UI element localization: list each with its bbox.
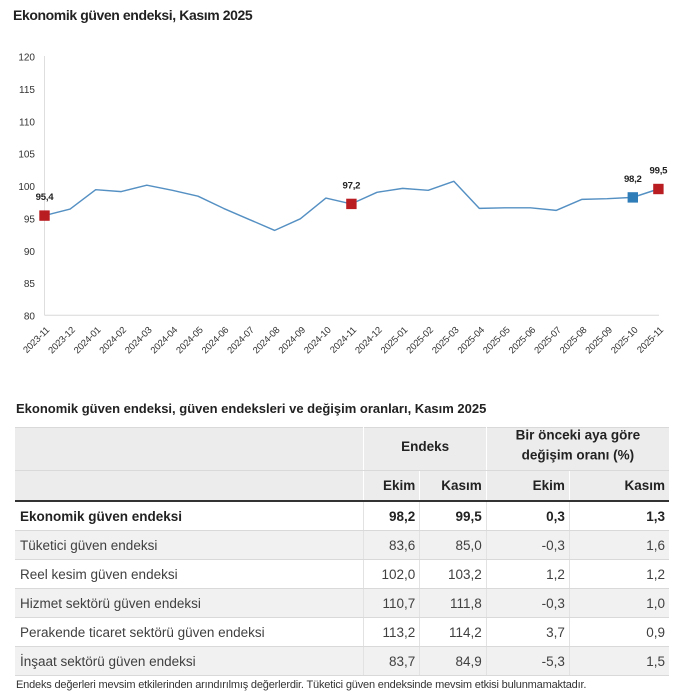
svg-text:120: 120 — [18, 53, 35, 64]
svg-text:2025-08: 2025-08 — [557, 324, 588, 355]
svg-text:2024-08: 2024-08 — [250, 324, 281, 355]
svg-text:2024-12: 2024-12 — [353, 324, 384, 355]
svg-text:105: 105 — [18, 150, 35, 161]
svg-text:2024-07: 2024-07 — [225, 324, 256, 355]
svg-text:2025-01: 2025-01 — [378, 324, 409, 355]
svg-text:2024-11: 2024-11 — [327, 324, 358, 355]
svg-text:2025-03: 2025-03 — [429, 324, 460, 355]
svg-text:115: 115 — [19, 85, 35, 96]
svg-text:2024-10: 2024-10 — [301, 324, 332, 355]
svg-text:95: 95 — [24, 215, 36, 226]
svg-text:2025-11: 2025-11 — [634, 324, 665, 355]
svg-text:2024-05: 2024-05 — [174, 324, 205, 355]
svg-text:99,5: 99,5 — [650, 166, 669, 177]
svg-text:2025-06: 2025-06 — [506, 324, 537, 355]
svg-text:2024-06: 2024-06 — [199, 324, 230, 355]
svg-text:2024-03: 2024-03 — [122, 324, 153, 355]
svg-text:2023-11: 2023-11 — [21, 324, 52, 355]
svg-text:2025-10: 2025-10 — [608, 324, 639, 355]
svg-text:2024-09: 2024-09 — [276, 324, 307, 355]
svg-text:2025-07: 2025-07 — [532, 324, 563, 355]
svg-text:2025-09: 2025-09 — [583, 324, 614, 355]
svg-text:98,2: 98,2 — [624, 174, 642, 185]
svg-text:2023-12: 2023-12 — [46, 324, 77, 355]
svg-text:97,2: 97,2 — [343, 180, 361, 191]
svg-text:2025-02: 2025-02 — [404, 324, 435, 355]
svg-text:95,4: 95,4 — [36, 192, 55, 203]
svg-text:2025-05: 2025-05 — [480, 324, 511, 355]
svg-text:100: 100 — [18, 182, 35, 193]
svg-text:85: 85 — [24, 279, 36, 290]
svg-text:2024-02: 2024-02 — [97, 324, 128, 355]
svg-text:90: 90 — [24, 247, 36, 258]
svg-text:80: 80 — [24, 312, 36, 323]
svg-text:2024-04: 2024-04 — [148, 324, 179, 355]
svg-text:2024-01: 2024-01 — [71, 324, 102, 355]
svg-text:110: 110 — [19, 117, 35, 128]
svg-text:2025-04: 2025-04 — [455, 324, 486, 355]
